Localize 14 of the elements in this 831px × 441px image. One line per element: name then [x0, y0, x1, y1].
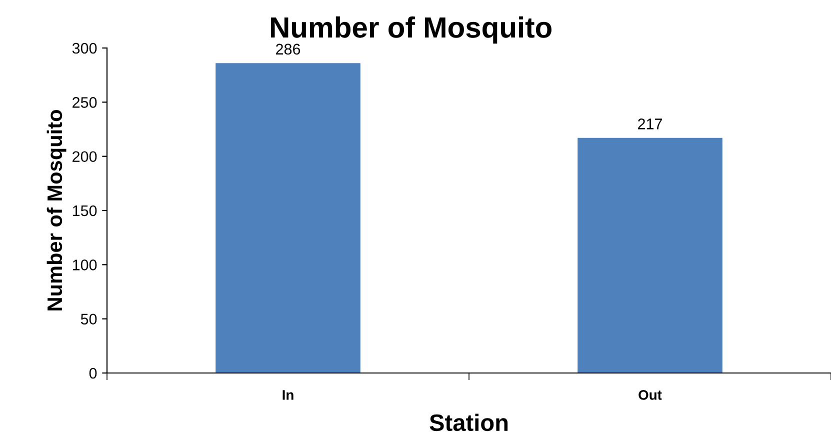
- y-axis-title: Number of Mosquito: [46, 110, 66, 310]
- y-tick-label: 250: [72, 97, 97, 108]
- y-tick-label: 0: [89, 368, 97, 379]
- data-label: 286: [276, 44, 300, 55]
- chart-title: Number of Mosquito: [271, 16, 552, 44]
- y-tick-label: 300: [72, 42, 97, 54]
- y-tick-label: 50: [80, 314, 97, 325]
- y-tick-label: 150: [72, 205, 97, 216]
- x-tick-label: Out: [638, 390, 662, 400]
- y-tick-label: 200: [72, 151, 97, 162]
- y-tick-label: 100: [72, 260, 97, 270]
- data-label: 217: [638, 118, 662, 130]
- x-axis-title: Station: [430, 414, 508, 432]
- x-tick-label: In: [282, 390, 294, 400]
